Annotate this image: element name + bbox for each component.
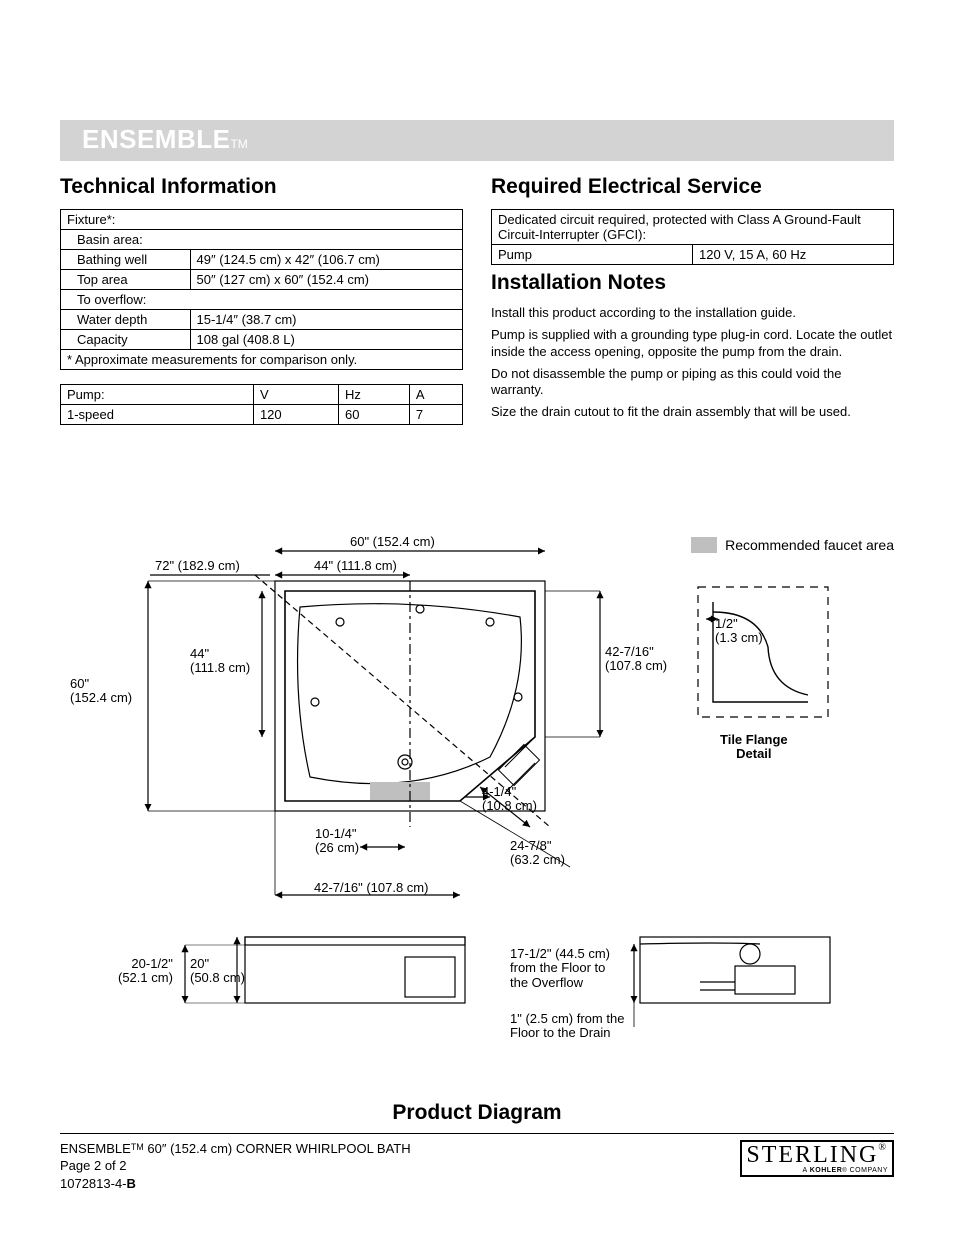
- footer-doc-rev: B: [127, 1176, 136, 1191]
- footer-product: ENSEMBLE: [60, 1141, 131, 1156]
- pump-v: 120: [253, 405, 338, 425]
- page-footer: ENSEMBLETM 60″ (152.4 cm) CORNER WHIRLPO…: [60, 1133, 894, 1193]
- tech-info-heading: Technical Information: [60, 175, 463, 199]
- footer-page: Page 2 of 2: [60, 1157, 411, 1175]
- brand-sub-a: A: [802, 1167, 809, 1174]
- top-area-value: 50″ (127 cm) x 60″ (152.4 cm): [190, 270, 462, 290]
- footer-doc-prefix: 1072813-4-: [60, 1176, 127, 1191]
- product-diagram: Recommended faucet area 60" (152.4 cm) 7…: [60, 537, 894, 1097]
- brand-sub-b: KOHLER: [810, 1167, 843, 1174]
- pump-table: Pump: V Hz A 1-speed 120 60 7: [60, 384, 463, 425]
- install-heading: Installation Notes: [491, 271, 894, 295]
- install-p2: Pump is supplied with a grounding type p…: [491, 327, 894, 360]
- fixture-table: Fixture*: Basin area: Bathing well 49″ (…: [60, 209, 463, 370]
- elec-note: Dedicated circuit required, protected wi…: [492, 210, 894, 245]
- brand-sub-c: COMPANY: [847, 1167, 888, 1174]
- v-header: V: [253, 385, 338, 405]
- footer-tm: TM: [131, 1142, 144, 1152]
- banner-title: ENSEMBLE: [82, 124, 230, 154]
- a-header: A: [409, 385, 462, 405]
- left-column: Technical Information Fixture*: Basin ar…: [60, 175, 463, 427]
- pump-header: Pump:: [61, 385, 254, 405]
- brand-box: STERLING® A KOHLER® COMPANY: [740, 1140, 894, 1177]
- diagram-svg: [60, 537, 900, 1057]
- product-banner: ENSEMBLETM: [60, 120, 894, 161]
- install-notes: Install this product according to the in…: [491, 305, 894, 421]
- bathing-well-label: Bathing well: [61, 250, 191, 270]
- pump-name: 1-speed: [61, 405, 254, 425]
- elec-pump-label: Pump: [492, 245, 693, 265]
- pump-a: 7: [409, 405, 462, 425]
- install-p3: Do not disassemble the pump or piping as…: [491, 366, 894, 399]
- to-overflow-label: To overflow:: [61, 290, 463, 310]
- bathing-well-value: 49″ (124.5 cm) x 42″ (106.7 cm): [190, 250, 462, 270]
- pump-hz: 60: [339, 405, 410, 425]
- electrical-table: Dedicated circuit required, protected wi…: [491, 209, 894, 265]
- elec-pump-value: 120 V, 15 A, 60 Hz: [693, 245, 894, 265]
- footer-product-rest: 60″ (152.4 cm) CORNER WHIRLPOOL BATH: [144, 1141, 411, 1156]
- elec-heading: Required Electrical Service: [491, 175, 894, 199]
- footer-left: ENSEMBLETM 60″ (152.4 cm) CORNER WHIRLPO…: [60, 1140, 411, 1193]
- fixture-footnote: * Approximate measurements for compariso…: [61, 350, 463, 370]
- banner-tm: TM: [230, 137, 247, 151]
- right-column: Required Electrical Service Dedicated ci…: [491, 175, 894, 427]
- water-depth-label: Water depth: [61, 310, 191, 330]
- capacity-label: Capacity: [61, 330, 191, 350]
- fixture-label: Fixture*:: [61, 210, 463, 230]
- top-area-label: Top area: [61, 270, 191, 290]
- water-depth-value: 15-1/4″ (38.7 cm): [190, 310, 462, 330]
- diagram-title: Product Diagram: [60, 1101, 894, 1125]
- brand-name: STERLING: [746, 1142, 878, 1168]
- capacity-value: 108 gal (408.8 L): [190, 330, 462, 350]
- install-p1: Install this product according to the in…: [491, 305, 894, 321]
- basin-area-label: Basin area:: [61, 230, 463, 250]
- install-p4: Size the drain cutout to fit the drain a…: [491, 404, 894, 420]
- hz-header: Hz: [339, 385, 410, 405]
